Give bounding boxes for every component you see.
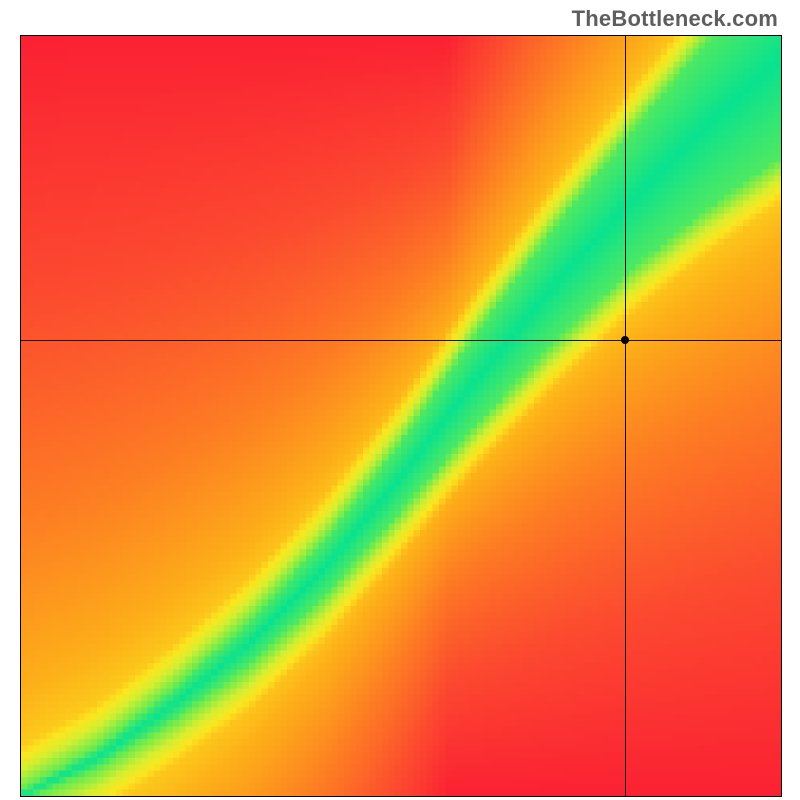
marker-crosshair-horizontal (21, 340, 781, 341)
marker-crosshair-vertical (625, 36, 626, 796)
heatmap-canvas (21, 36, 781, 796)
source-watermark: TheBottleneck.com (572, 6, 778, 32)
marker-dot (621, 336, 629, 344)
bottleneck-heatmap-plot (20, 35, 782, 797)
